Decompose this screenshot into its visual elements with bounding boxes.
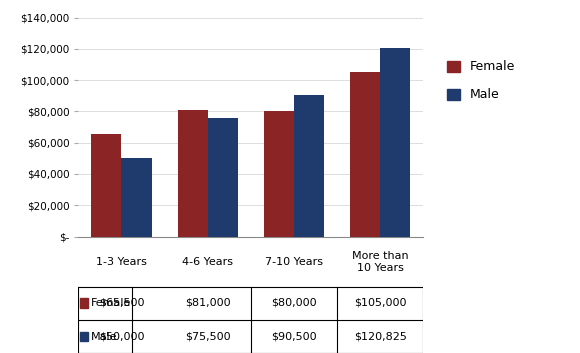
Bar <box>350 72 380 237</box>
Text: $90,500: $90,500 <box>271 332 317 342</box>
Text: 4-6 Years: 4-6 Years <box>182 257 233 267</box>
Text: More than
10 Years: More than 10 Years <box>352 251 408 273</box>
Legend: Female, Male: Female, Male <box>444 57 519 105</box>
Text: $75,500: $75,500 <box>185 332 230 342</box>
Text: 1-3 Years: 1-3 Years <box>96 257 147 267</box>
Text: $81,000: $81,000 <box>185 298 230 308</box>
Text: Male: Male <box>90 332 117 342</box>
Bar <box>177 110 208 237</box>
Text: 7-10 Years: 7-10 Years <box>265 257 323 267</box>
Text: $65,500: $65,500 <box>99 298 144 308</box>
Bar <box>91 134 121 237</box>
Bar <box>80 298 88 307</box>
Bar <box>208 119 238 237</box>
Bar <box>80 332 88 341</box>
Text: $120,825: $120,825 <box>354 332 407 342</box>
Bar <box>264 112 294 237</box>
Bar <box>121 158 151 237</box>
Text: $80,000: $80,000 <box>271 298 317 308</box>
Text: Female: Female <box>90 298 130 308</box>
Text: $105,000: $105,000 <box>354 298 407 308</box>
Text: $50,000: $50,000 <box>99 332 144 342</box>
Bar <box>294 95 324 237</box>
Bar <box>380 48 411 237</box>
